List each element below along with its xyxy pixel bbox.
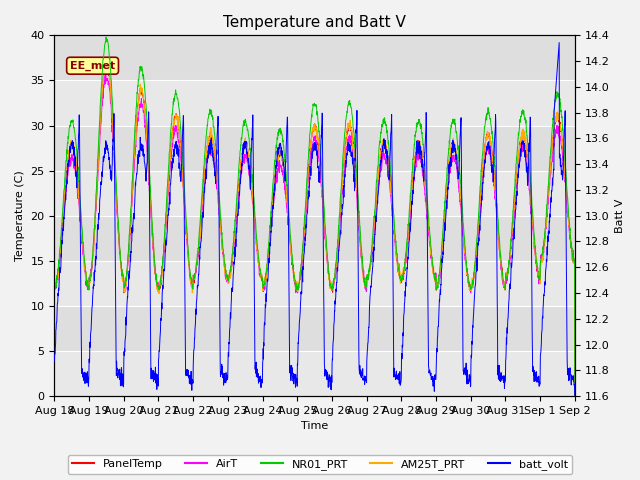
Bar <box>54 216 575 261</box>
Bar <box>54 126 575 170</box>
Title: Temperature and Batt V: Temperature and Batt V <box>223 15 406 30</box>
Y-axis label: Temperature (C): Temperature (C) <box>15 170 25 261</box>
X-axis label: Time: Time <box>301 421 328 432</box>
Bar <box>54 36 575 81</box>
Text: EE_met: EE_met <box>70 60 115 71</box>
Y-axis label: Batt V: Batt V <box>615 199 625 233</box>
Legend: PanelTemp, AirT, NR01_PRT, AM25T_PRT, batt_volt: PanelTemp, AirT, NR01_PRT, AM25T_PRT, ba… <box>68 455 572 474</box>
Bar <box>54 306 575 351</box>
